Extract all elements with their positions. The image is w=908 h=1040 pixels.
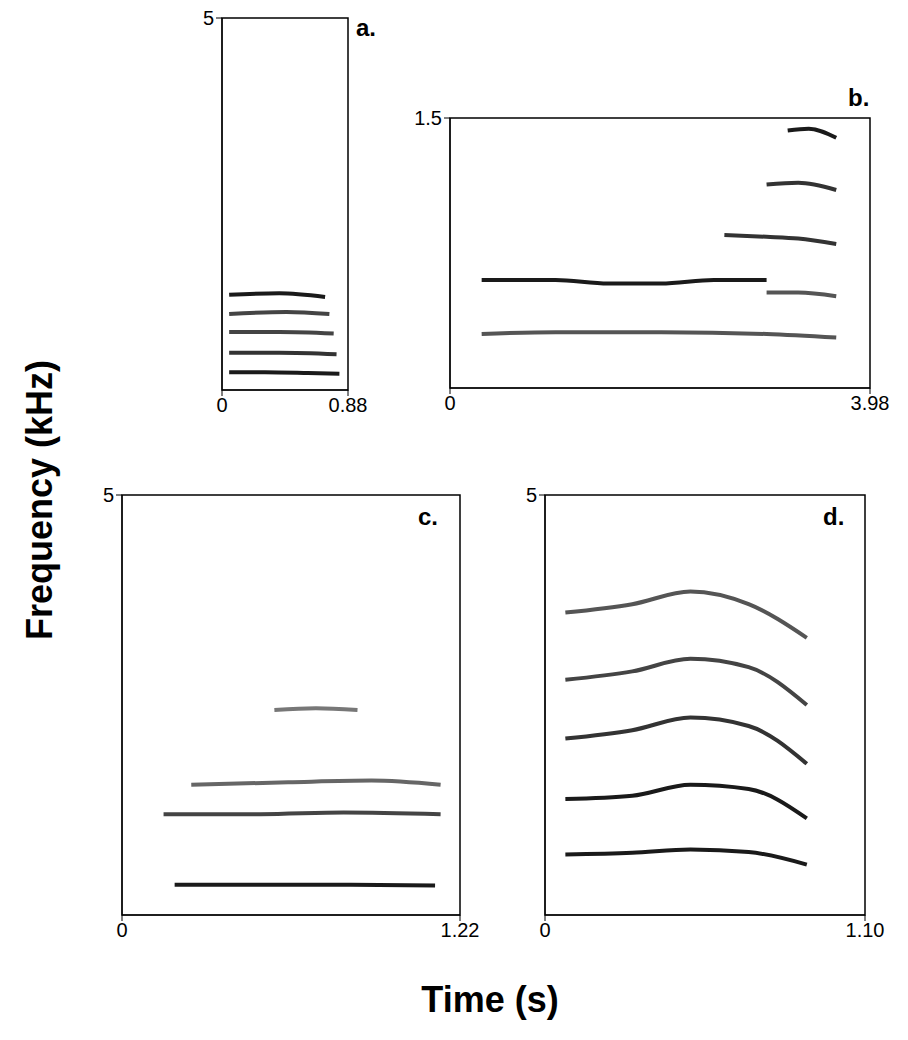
svg-text:1.22: 1.22 xyxy=(441,919,480,941)
svg-text:1.5: 1.5 xyxy=(414,107,442,129)
html-text:d.: d. xyxy=(823,503,845,530)
html-text:Frequency (kHz): Frequency (kHz) xyxy=(19,360,60,640)
svg-text:1.10: 1.10 xyxy=(846,919,885,941)
svg-text:0.88: 0.88 xyxy=(329,394,368,416)
svg-text:3.98: 3.98 xyxy=(851,392,890,414)
html-text:a.: a. xyxy=(356,14,376,41)
html-text:Time (s): Time (s) xyxy=(421,979,559,1020)
svg-text:5: 5 xyxy=(103,484,114,506)
svg-text:0: 0 xyxy=(116,919,127,941)
svg-text:0: 0 xyxy=(539,919,550,941)
svg-text:5: 5 xyxy=(203,7,214,29)
html-text:c.: c. xyxy=(418,503,438,530)
svg-text:0: 0 xyxy=(216,394,227,416)
svg-text:0: 0 xyxy=(444,392,455,414)
svg-text:5: 5 xyxy=(526,484,537,506)
html-text:b.: b. xyxy=(848,84,870,111)
